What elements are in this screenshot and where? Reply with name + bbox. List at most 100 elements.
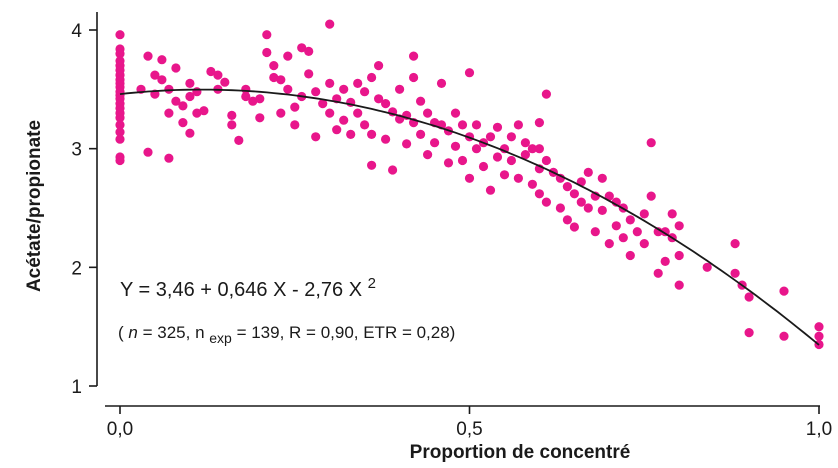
y-ticks: 1 2 3 4 [71, 21, 97, 398]
data-point [744, 328, 754, 338]
data-point [150, 70, 160, 80]
data-point [520, 138, 531, 148]
x-tick-label: 1,0 [806, 419, 832, 440]
x-axis-title: Proportion de concentré [410, 442, 631, 463]
data-point [485, 185, 496, 195]
data-point [646, 138, 656, 148]
data-point [646, 191, 656, 201]
data-point [311, 87, 321, 97]
data-point [660, 256, 670, 266]
data-point [206, 66, 216, 77]
data-point [569, 189, 580, 199]
data-point [485, 132, 496, 142]
regression-stats: ( n = 325, n exp = 139, R = 0,90, ETR = … [118, 323, 455, 346]
data-point [814, 322, 824, 332]
data-point [115, 127, 125, 137]
data-point [604, 191, 614, 201]
data-point [597, 173, 607, 183]
data-point [304, 46, 314, 57]
data-point [779, 331, 789, 341]
data-point [618, 233, 628, 243]
data-point [478, 161, 489, 172]
data-point [318, 99, 328, 109]
data-point [325, 19, 335, 29]
stats-n-label: n [128, 323, 137, 342]
data-point [632, 227, 642, 237]
data-point [569, 222, 580, 232]
x-ticks: 0,0 0,5 1,0 [107, 406, 832, 440]
data-point [171, 96, 181, 106]
data-point [730, 268, 740, 278]
data-point [443, 158, 454, 168]
svg-text:Y = 3,46 + 0,646 X - 2,76 X: Y = 3,46 + 0,646 X - 2,76 X 2 [120, 275, 376, 301]
data-point [395, 84, 405, 94]
data-point [157, 75, 167, 85]
data-point [276, 108, 286, 118]
data-point [597, 205, 607, 215]
data-point [730, 239, 740, 249]
data-point [436, 78, 447, 88]
data-point [653, 268, 663, 278]
data-point [199, 106, 209, 116]
data-point [143, 51, 153, 61]
data-point [255, 94, 265, 104]
data-point [234, 135, 244, 145]
data-point [450, 141, 461, 151]
data-point [269, 72, 279, 83]
data-point [178, 101, 188, 111]
y-tick-label: 1 [71, 377, 82, 398]
data-point [534, 189, 545, 199]
data-point [192, 108, 202, 118]
data-point [471, 144, 482, 154]
data-point [178, 118, 188, 128]
data-point [353, 78, 363, 88]
data-point [367, 72, 377, 83]
data-point [262, 30, 272, 40]
data-point [583, 167, 593, 177]
y-tick-label: 3 [71, 140, 82, 161]
data-point [171, 63, 181, 73]
data-point [625, 215, 635, 225]
data-point [464, 68, 475, 78]
data-point [283, 51, 293, 61]
data-point [367, 129, 377, 139]
data-point [381, 134, 391, 144]
data-point [639, 209, 649, 219]
data-point [423, 108, 433, 118]
data-point [555, 203, 566, 213]
data-point [360, 120, 370, 130]
data-point [520, 150, 531, 160]
data-point [674, 280, 684, 290]
data-point [534, 118, 545, 128]
data-point [213, 70, 223, 80]
data-point [492, 152, 503, 162]
stats-open: ( [118, 323, 124, 342]
data-point [430, 138, 440, 148]
data-point [248, 96, 258, 106]
data-point [164, 84, 174, 94]
points-layer [115, 19, 824, 350]
data-point [604, 239, 614, 249]
data-point [304, 69, 314, 79]
x-tick-label: 0,0 [107, 419, 133, 440]
data-point [115, 49, 125, 59]
x-tick-label: 0,5 [456, 419, 482, 440]
data-point [185, 78, 195, 88]
data-point [290, 102, 300, 112]
data-point [325, 78, 335, 88]
data-point [297, 43, 307, 53]
data-point [339, 115, 349, 125]
data-point [367, 160, 377, 170]
data-point [583, 203, 593, 213]
data-point [227, 120, 237, 130]
data-point [492, 122, 503, 132]
data-point [360, 87, 370, 97]
data-point [276, 75, 286, 85]
data-point [409, 51, 419, 61]
stats-n-value: = 325, n [143, 323, 205, 342]
data-point [674, 250, 684, 261]
data-point [562, 215, 573, 225]
data-point [374, 61, 384, 71]
data-point [374, 94, 384, 104]
